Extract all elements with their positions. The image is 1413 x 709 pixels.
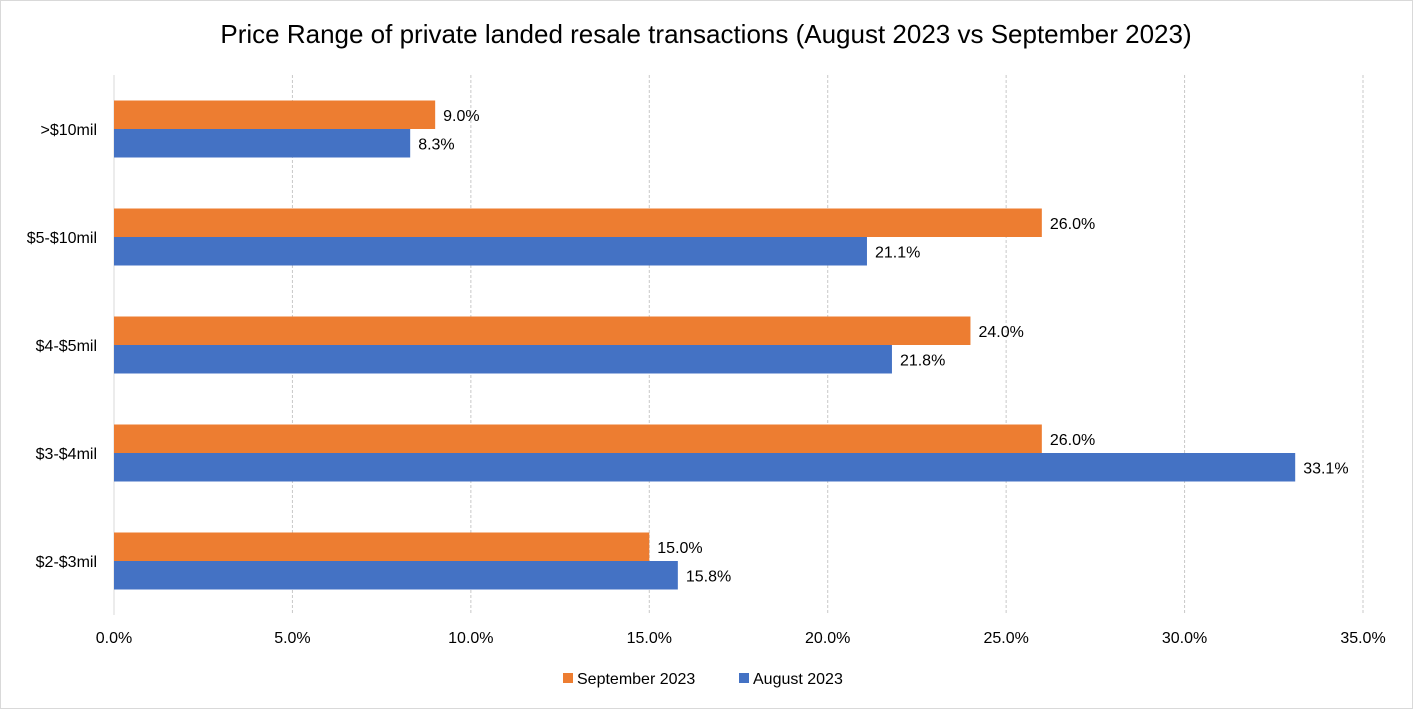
x-tick-label: 25.0% xyxy=(983,630,1028,647)
bars xyxy=(114,100,1296,590)
x-tick-label: 0.0% xyxy=(96,630,132,647)
legend: September 2023 August 2023 xyxy=(563,671,843,688)
category-label: $5-$10mil xyxy=(27,230,97,247)
bar-september xyxy=(114,208,1042,237)
bar-september xyxy=(114,532,650,561)
bar-august xyxy=(114,129,411,158)
bar-september xyxy=(114,100,436,129)
x-tick-label: 20.0% xyxy=(805,630,850,647)
data-label: 26.0% xyxy=(1050,432,1095,449)
data-label: 8.3% xyxy=(418,136,454,153)
category-labels: >$10mil $5-$10mil $4-$5mil $3-$4mil $2-$3mil xyxy=(27,122,97,571)
data-label: 21.1% xyxy=(875,244,920,261)
x-tick-label: 10.0% xyxy=(448,630,493,647)
legend-label: August 2023 xyxy=(753,671,843,688)
data-labels: 9.0% 8.3% 26.0% 21.1% 24.0% 21.8% 26.0% 33.1% 15… xyxy=(418,108,1348,586)
category-label: >$10mil xyxy=(41,122,97,139)
data-label: 9.0% xyxy=(443,108,479,125)
chart-title: Price Range of private landed resale tra… xyxy=(220,19,1191,49)
x-tick-label: 30.0% xyxy=(1162,630,1207,647)
legend-swatch xyxy=(739,673,749,683)
x-tick-labels: 0.0% 5.0% 10.0% 15.0% 20.0% 25.0% 30.0% 35.0% xyxy=(96,630,1386,647)
legend-label: September 2023 xyxy=(577,671,695,688)
bar-august xyxy=(114,561,678,590)
category-label: $4-$5mil xyxy=(36,338,97,355)
data-label: 15.0% xyxy=(657,540,702,557)
gridlines xyxy=(113,75,1364,615)
data-label: 26.0% xyxy=(1050,216,1095,233)
bar-august xyxy=(114,453,1296,482)
legend-swatch xyxy=(563,673,573,683)
data-label: 15.8% xyxy=(686,568,731,585)
category-label: $3-$4mil xyxy=(36,446,97,463)
x-tick-label: 5.0% xyxy=(274,630,310,647)
bar-september xyxy=(114,424,1042,453)
category-label: $2-$3mil xyxy=(36,554,97,571)
x-tick-label: 15.0% xyxy=(627,630,672,647)
data-label: 33.1% xyxy=(1303,460,1348,477)
bar-august xyxy=(114,345,892,374)
data-label: 21.8% xyxy=(900,352,945,369)
bar-august xyxy=(114,237,867,266)
x-tick-label: 35.0% xyxy=(1340,630,1385,647)
data-label: 24.0% xyxy=(978,324,1023,341)
bar-september xyxy=(114,316,971,345)
